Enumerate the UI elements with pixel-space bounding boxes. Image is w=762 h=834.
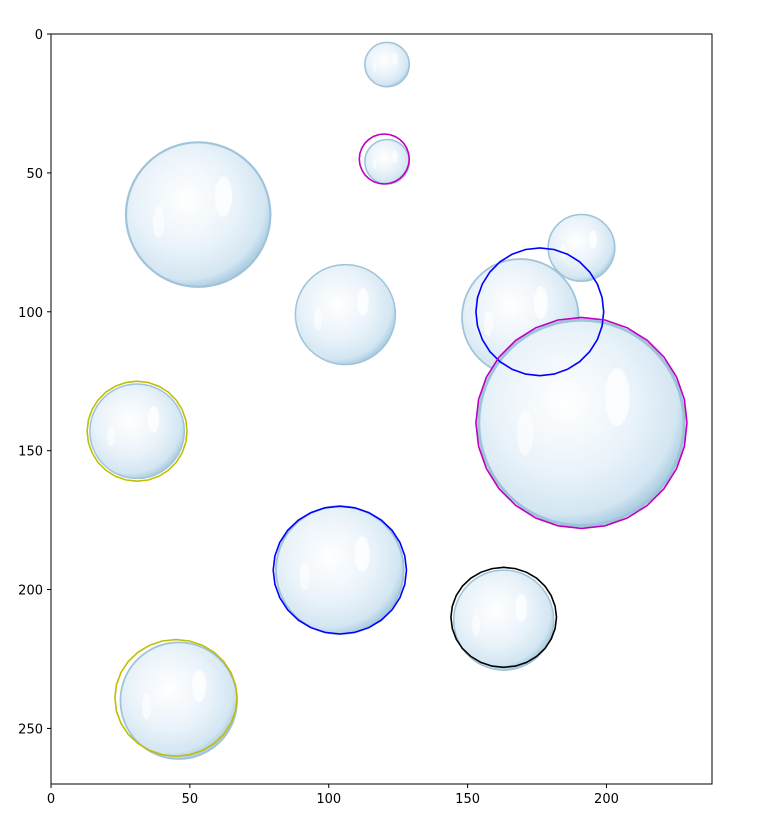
bubble [547,213,616,282]
bubble-highlight [142,693,152,720]
bubble-highlight [356,288,369,317]
bubble [477,318,686,528]
y-axis: 0 50 100 150 200 250 [18,28,51,737]
bubble-highlight [373,159,377,169]
bubble [294,263,397,366]
bubble [364,138,411,185]
bubble-highlight [192,669,207,703]
bubble-highlight [354,536,370,573]
y-tick-label: 50 [26,167,43,182]
bubble-body [275,505,405,635]
bubble-highlight [313,308,322,331]
bubble-body [452,569,555,671]
plot-area [50,33,713,785]
bubble-body [477,318,686,528]
y-tick-label: 250 [18,722,43,737]
bubble-highlight [589,230,598,249]
bubble-highlight [515,593,528,622]
bubble [452,569,555,671]
bubble-highlight [472,614,481,637]
contour-outline [358,133,411,185]
bubble-body [124,141,272,288]
bubble-highlight [147,406,160,433]
bubble [364,41,411,88]
bubble-body [364,138,411,185]
contour-layer [86,133,688,758]
contour-outline [450,566,558,669]
x-axis: 0 50 100 150 200 [47,784,619,807]
bubble-highlight [152,205,165,238]
bubble-body [294,263,397,366]
bubble [275,505,405,635]
y-tick-label: 0 [35,28,43,43]
bubble-highlight [107,425,115,447]
contour-outline [272,505,408,635]
bubble-highlight [214,176,233,217]
bubble-body [547,213,616,282]
bubble-body [119,641,238,760]
bubble-body [364,41,411,88]
bubble-highlight [392,150,398,163]
bubble-highlight [533,286,548,320]
x-tick-label: 50 [182,792,199,807]
bubble [89,383,186,480]
contour-outline [475,316,688,530]
y-tick-label: 100 [18,306,43,321]
bubble-highlight [516,410,534,456]
bubble-highlight [299,562,310,591]
y-tick-label: 200 [18,584,43,599]
bubble-highlight [560,243,566,259]
bubble [119,641,238,760]
bubble-body [89,383,186,480]
contour-outline [475,247,605,377]
x-tick-label: 0 [47,792,55,807]
bubble-highlight [483,310,493,336]
plot-frame [50,33,713,785]
contour-outline [86,380,188,483]
y-tick-label: 150 [18,445,43,460]
bubble-highlight [605,368,630,426]
bubble-highlight [392,52,398,66]
bubble [124,141,272,288]
x-tick-label: 100 [316,792,341,807]
x-tick-label: 150 [455,792,480,807]
bubble-highlight [373,61,377,72]
contour-outline [114,638,238,758]
bubble-image [89,41,686,760]
x-tick-label: 200 [594,792,619,807]
